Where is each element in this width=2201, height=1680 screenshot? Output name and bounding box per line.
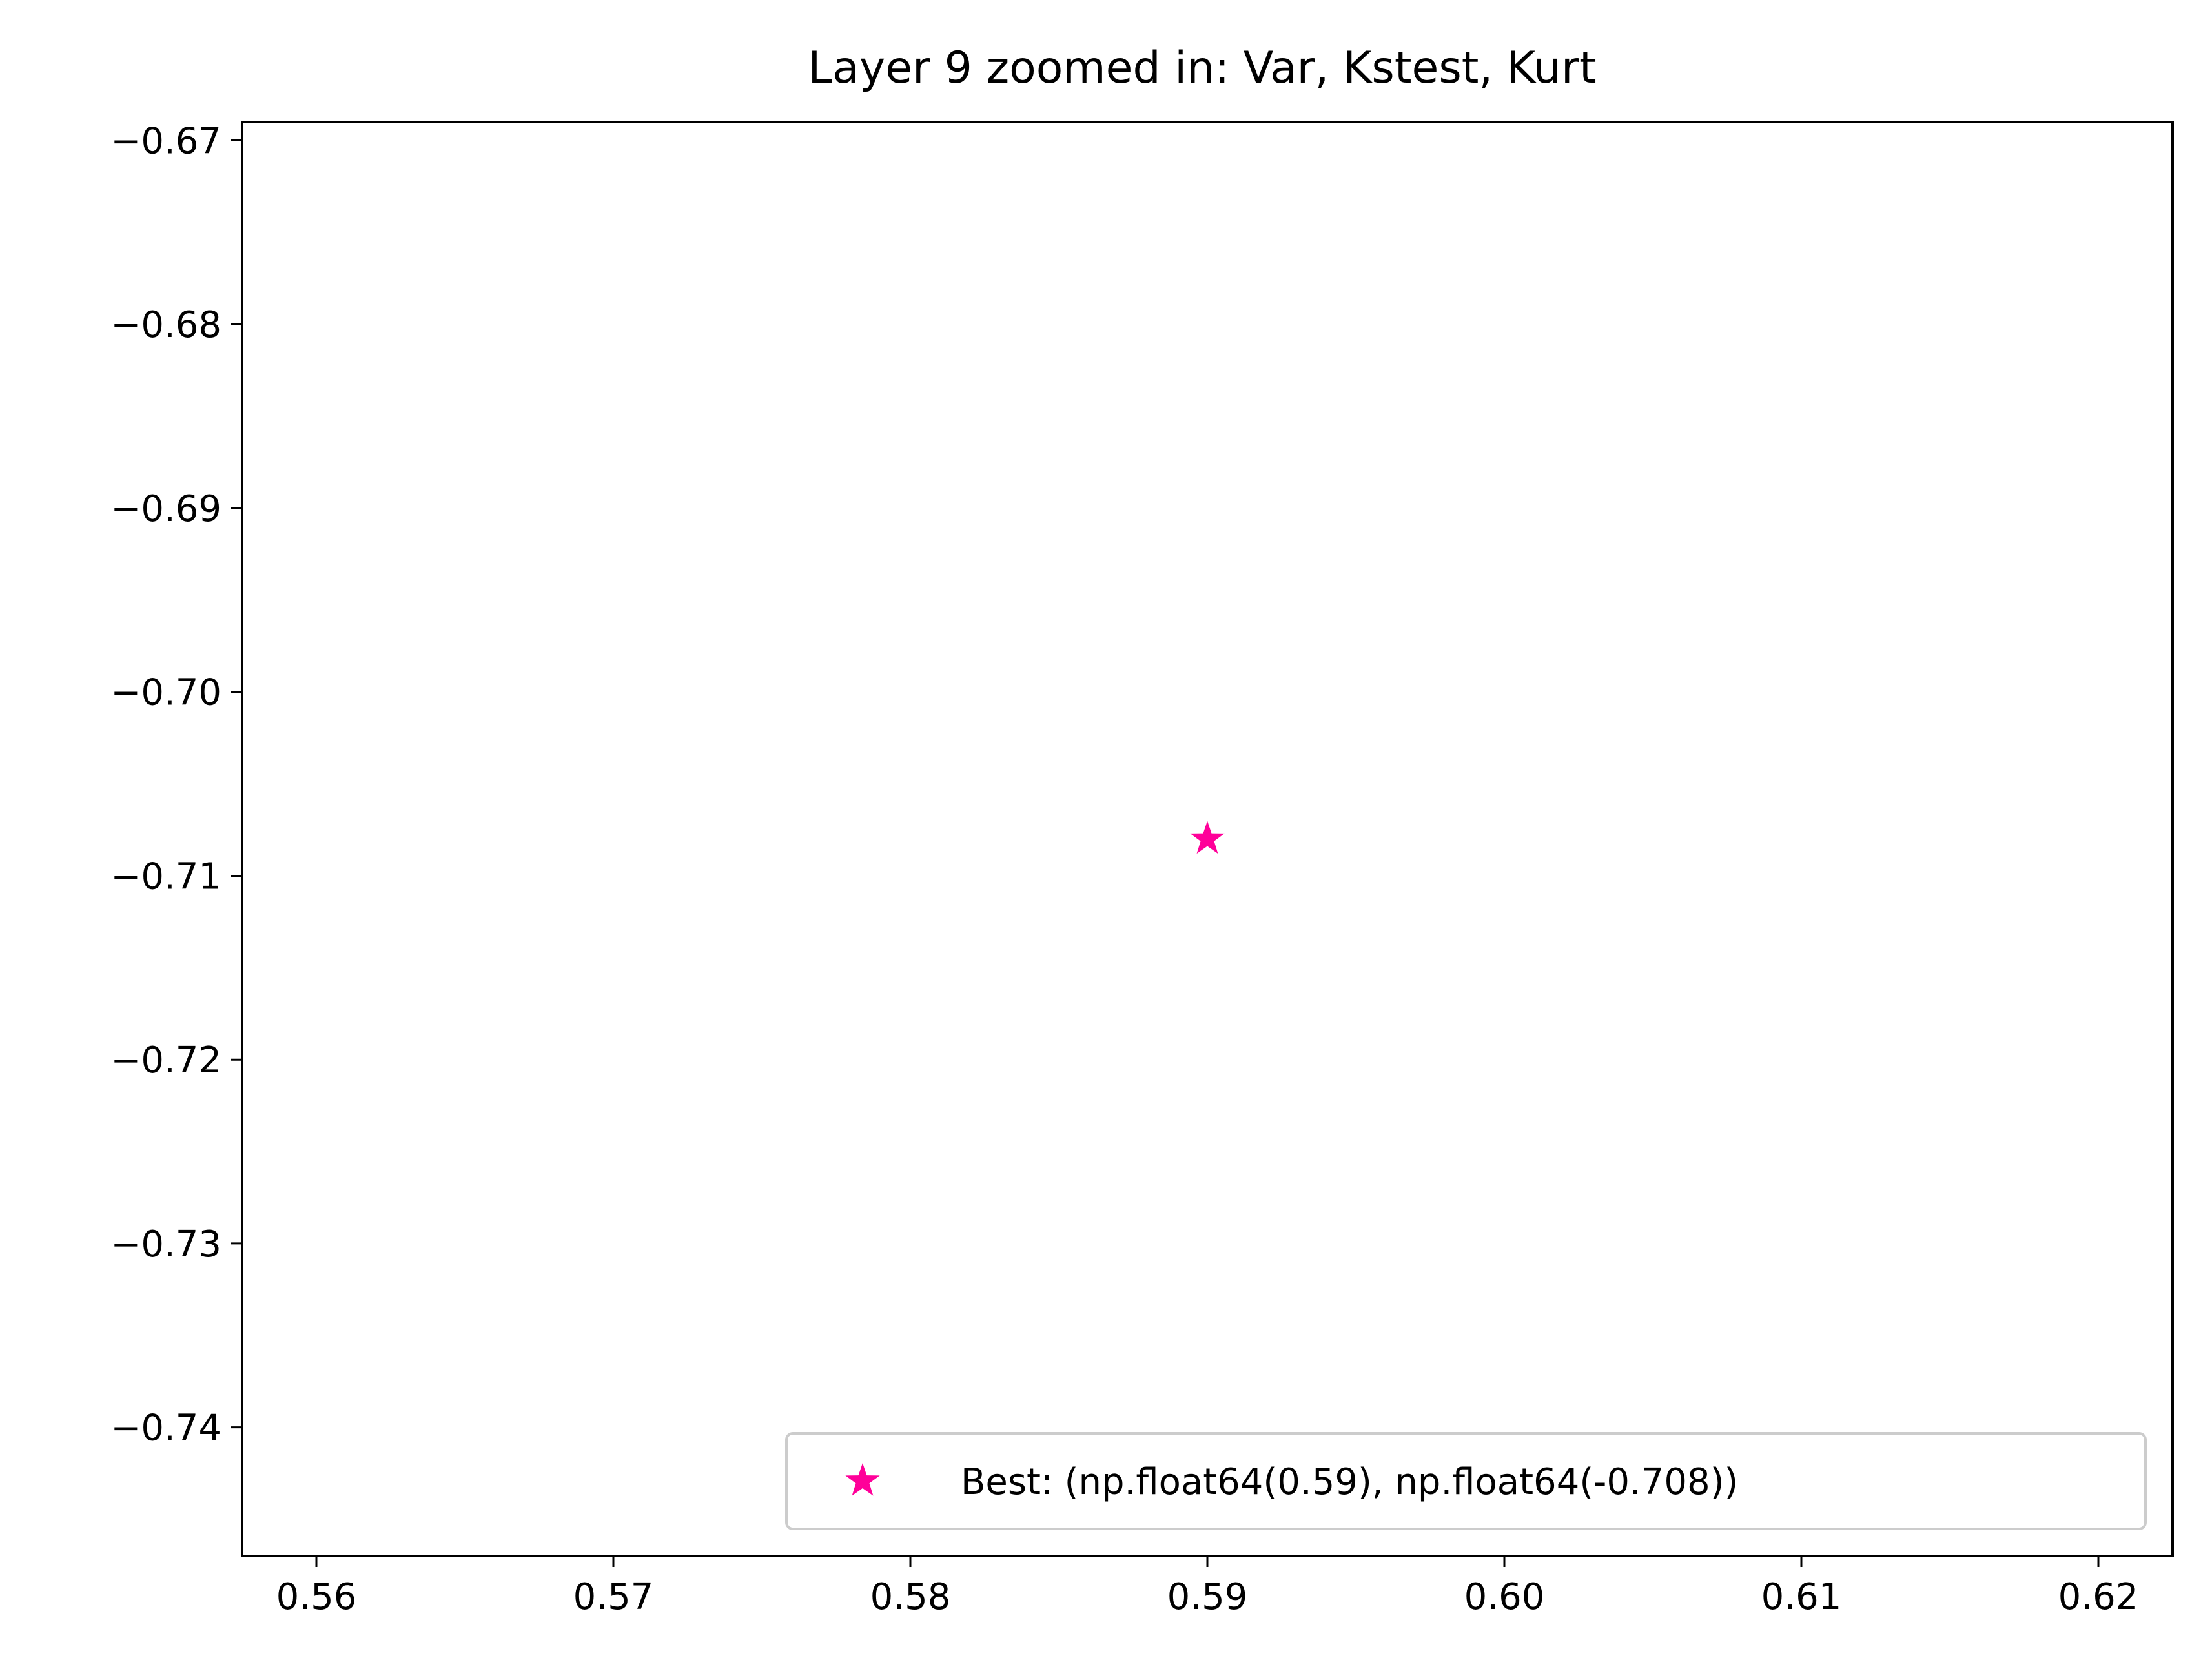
x-tick-label: 0.57 [573, 1576, 654, 1618]
plot-frame [241, 121, 2174, 1557]
y-axis: −0.67 −0.68 −0.69 −0.70 −0.71 −0.72 −0.73 −0.74 [110, 120, 242, 1450]
scatter-points [1190, 821, 1225, 854]
y-tick-label: −0.70 [110, 672, 221, 714]
scatter-point-star [1190, 821, 1225, 854]
y-tick-label: −0.73 [110, 1224, 221, 1265]
y-tick-label: −0.72 [110, 1040, 221, 1081]
chart-title: Layer 9 zoomed in: Var, Kstest, Kurt [808, 43, 1596, 94]
y-tick-label: −0.74 [110, 1408, 221, 1450]
x-tick-label: 0.58 [870, 1576, 951, 1618]
legend: Best: (np.float64(0.59), np.float64(-0.7… [785, 1432, 2147, 1530]
x-tick-label: 0.60 [1464, 1576, 1545, 1618]
y-tick-label: −0.71 [110, 855, 221, 897]
y-tick-label: −0.67 [110, 120, 221, 162]
x-tick-label: 0.59 [1167, 1576, 1248, 1618]
x-tick-label: 0.56 [276, 1576, 357, 1618]
legend-label: Best: (np.float64(0.59), np.float64(-0.7… [961, 1461, 1738, 1503]
legend-box [785, 1432, 2147, 1530]
y-tick-label: −0.68 [110, 304, 221, 346]
legend-star-marker [845, 1463, 880, 1496]
y-tick-label: −0.69 [110, 488, 221, 530]
x-axis: 0.56 0.57 0.58 0.59 0.60 0.61 0.62 [276, 1556, 2139, 1618]
x-tick-label: 0.61 [1761, 1576, 1842, 1618]
x-tick-label: 0.62 [2058, 1576, 2139, 1618]
